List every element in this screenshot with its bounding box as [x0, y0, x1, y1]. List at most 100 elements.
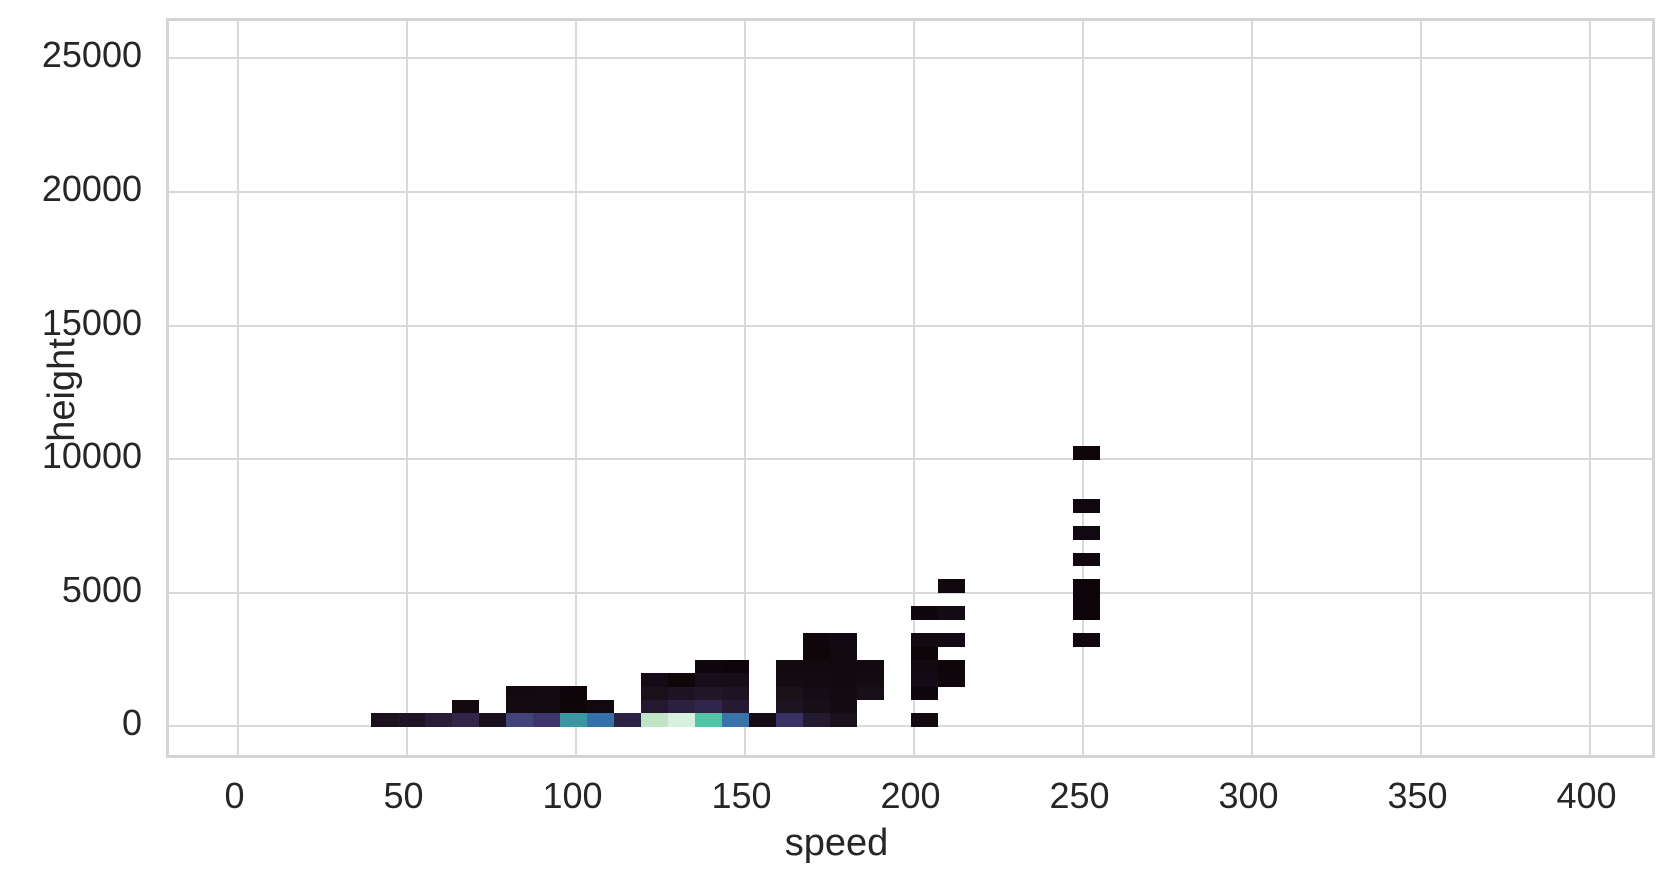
heatmap-cell: [775, 712, 804, 727]
x-tick-label: 350: [1387, 775, 1448, 816]
heatmap-cell: [559, 686, 588, 701]
y-gridline: [169, 190, 1652, 193]
heatmap-cell: [640, 686, 669, 701]
heatmap-cell: [937, 579, 966, 594]
heatmap-cell: [775, 699, 804, 714]
x-tick-label: 100: [542, 775, 603, 816]
heatmap-cell: [397, 712, 426, 727]
heatmap-cell: [559, 712, 588, 727]
heatmap-cell: [451, 712, 480, 727]
heatmap-cell: [829, 712, 858, 727]
heatmap-cell: [667, 672, 696, 687]
y-gridline: [169, 57, 1652, 60]
x-gridline: [1588, 21, 1591, 755]
y-tick-label: 25000: [41, 34, 142, 76]
y-gridline: [169, 324, 1652, 327]
heatmap-cell: [694, 672, 723, 687]
heatmap-cell: [775, 672, 804, 687]
x-tick-label: 300: [1218, 775, 1279, 816]
heatmap-cell: [505, 699, 534, 714]
heatmap-cell: [478, 712, 507, 727]
heatmap-cell: [694, 699, 723, 714]
y-gridline: [169, 591, 1652, 594]
heatmap-cell: [829, 686, 858, 701]
x-tick-label: 50: [383, 775, 424, 816]
x-tick-label: 200: [880, 775, 941, 816]
y-tick-label: 5000: [61, 568, 142, 610]
heatmap-cell: [802, 712, 831, 727]
x-tick-label: 150: [711, 775, 772, 816]
x-gridline: [405, 21, 408, 755]
heatmap-cell: [667, 712, 696, 727]
heatmap-cell: [640, 712, 669, 727]
heatmap-cell: [802, 659, 831, 674]
y-tick-label: 20000: [41, 167, 142, 209]
x-gridline: [1081, 21, 1084, 755]
heatmap-cell: [802, 672, 831, 687]
x-tick-label: 250: [1049, 775, 1110, 816]
y-tick-label: 15000: [41, 301, 142, 343]
heatmap-cell: [667, 686, 696, 701]
heatmap-cell: [910, 646, 939, 660]
heatmap-cell: [937, 672, 966, 687]
heatmap-cell: [937, 659, 966, 674]
heatmap-cell: [694, 659, 723, 674]
heatmap-cell: [613, 712, 642, 727]
heatmap-cell: [721, 659, 750, 674]
heatmap-cell: [775, 659, 804, 674]
heatmap-cell: [748, 712, 777, 727]
x-gridline: [743, 21, 746, 755]
heatmap-cell: [856, 672, 885, 687]
heatmap-cell: [1072, 525, 1101, 540]
heatmap-cell: [910, 606, 939, 620]
heatmap-cell: [910, 632, 939, 647]
heatmap-cell: [1072, 579, 1101, 594]
heatmap-cell: [694, 686, 723, 701]
heatmap-cell: [1072, 606, 1101, 620]
heatmap-cell: [910, 659, 939, 674]
y-tick-label: 10000: [41, 435, 142, 477]
heatmap-cell: [829, 659, 858, 674]
heatmap-cell: [910, 686, 939, 701]
y-axis-label: height: [40, 338, 83, 442]
x-tick-label: 0: [224, 775, 245, 816]
x-gridline: [1419, 21, 1422, 755]
heatmap-cell: [802, 686, 831, 701]
heatmap-cell: [856, 659, 885, 674]
heatmap-cell: [1072, 632, 1101, 647]
heatmap-cell: [910, 712, 939, 727]
heatmap-cell: [802, 632, 831, 647]
heatmap-cell: [721, 712, 750, 727]
heatmap-cell: [775, 686, 804, 701]
heatmap-cell: [667, 699, 696, 714]
heatmap-cell: [721, 672, 750, 687]
heatmap-cell: [640, 699, 669, 714]
heatmap-cell: [856, 686, 885, 701]
heatmap-cell: [586, 712, 615, 727]
heatmap-cell: [1072, 552, 1101, 567]
heatmap-cell: [505, 686, 534, 701]
heatmap-cell: [721, 699, 750, 714]
heatmap-cell: [1072, 592, 1101, 607]
heatmap-cell: [559, 699, 588, 714]
heatmap-cell: [829, 632, 858, 647]
heatmap-cell: [802, 646, 831, 660]
heatmap-cell: [829, 699, 858, 714]
heatmap-cell: [640, 672, 669, 687]
heatmap-cell: [532, 686, 561, 701]
x-tick-label: 400: [1556, 775, 1617, 816]
heatmap-cell: [532, 699, 561, 714]
heatmap-cell: [1072, 499, 1101, 514]
heatmap-cell: [721, 686, 750, 701]
heatmap-cell: [370, 712, 399, 727]
x-gridline: [912, 21, 915, 755]
heatmap-cell: [424, 712, 453, 727]
heatmap-cell: [910, 672, 939, 687]
y-gridline: [169, 725, 1652, 728]
x-axis-label: speed: [784, 822, 889, 864]
heatmap-cell: [694, 712, 723, 727]
heatmap-cell: [586, 699, 615, 714]
heatmap-cell: [1072, 445, 1101, 460]
x-gridline: [574, 21, 577, 755]
